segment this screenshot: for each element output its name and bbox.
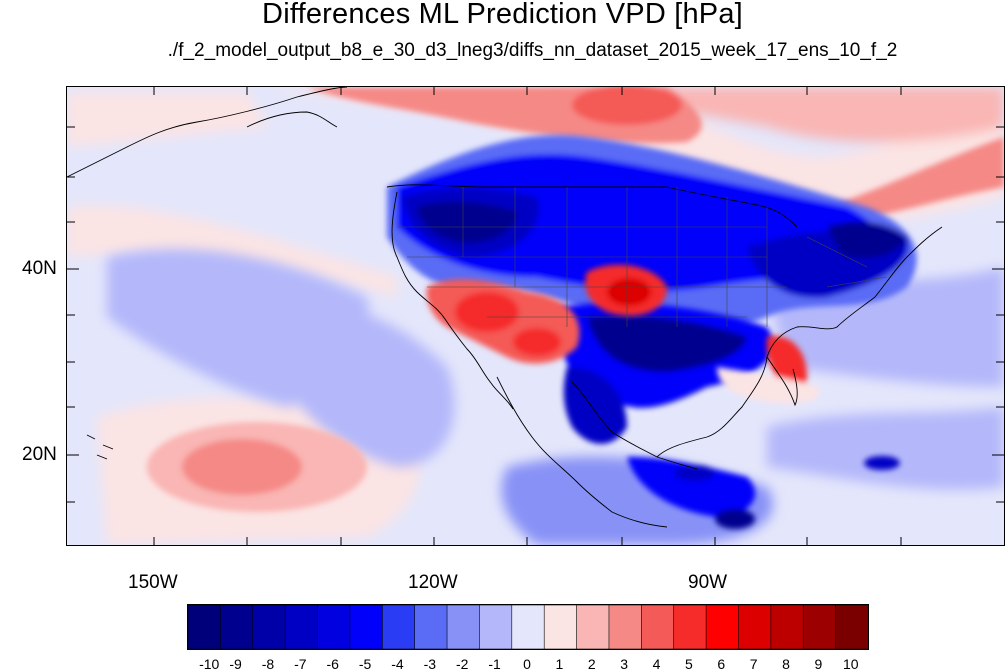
colorbar-label: 8: [782, 656, 790, 672]
colorbar-label: 6: [717, 656, 726, 672]
colorbar-label: -4: [391, 656, 404, 672]
colorbar-swatch: [511, 605, 545, 649]
canada-positive-band: [307, 87, 1004, 222]
colorbar-label: -1: [488, 656, 501, 672]
colorbar-swatch: [835, 605, 868, 649]
coastlines: [67, 87, 943, 528]
colorbar-swatch: [673, 605, 707, 649]
lon-label-150w: 150W: [128, 572, 178, 593]
colorbar: [187, 604, 869, 650]
colorbar-swatch: [738, 605, 772, 649]
southern-negative: [557, 303, 900, 529]
colorbar-swatch: [381, 605, 416, 649]
colorbar-label: 1: [555, 656, 564, 672]
colorbar-label: -7: [294, 656, 307, 672]
colorbar-swatch: [479, 605, 513, 649]
florida-positive: [717, 336, 820, 404]
colorbar-label: -9: [229, 656, 242, 672]
colorbar-swatch: [641, 605, 675, 649]
lat-label-20n: 20N: [22, 444, 57, 465]
vpd-difference-map: [67, 87, 1004, 545]
colorbar-label: -6: [326, 656, 339, 672]
colorbar-label: -10: [199, 656, 220, 672]
map-title: Differences ML Prediction VPD [hPa]: [262, 0, 743, 30]
map-panel: [66, 86, 1005, 546]
colorbar-label: -8: [261, 656, 275, 672]
colorbar-swatch: [705, 605, 740, 649]
colorbar-swatch: [802, 605, 837, 649]
colorbar-swatch: [770, 605, 805, 649]
colorbar-swatch: [284, 605, 319, 649]
colorbar-label: -5: [358, 656, 372, 672]
colorbar-swatch: [188, 605, 222, 649]
colorbar-label: 0: [523, 656, 531, 672]
map-subtitle: ./f_2_model_output_b8_e_30_d3_lneg3/diff…: [167, 40, 898, 61]
lat-label-40n: 40N: [22, 258, 57, 279]
colorbar-label: 2: [587, 656, 596, 672]
colorbar-label: 5: [684, 656, 693, 672]
colorbar-label: -2: [456, 656, 469, 672]
state-borders: [397, 187, 888, 327]
colorbar-label: 3: [620, 656, 629, 672]
pacific-positive-blob: [147, 422, 367, 512]
lon-label-90w: 90W: [688, 572, 728, 593]
colorbar-label: 7: [749, 656, 758, 672]
colorbar-swatch: [349, 605, 384, 649]
colorbar-label: -3: [423, 656, 437, 672]
colorbar-swatch: [608, 605, 643, 649]
colorbar-label: 4: [652, 656, 661, 672]
axis-ticks: [67, 87, 1004, 545]
lon-label-120w: 120W: [408, 572, 458, 593]
colorbar-swatch: [414, 605, 448, 649]
colorbar-label: 9: [814, 656, 823, 672]
colorbar-swatch: [446, 605, 481, 649]
colorbar-swatch: [576, 605, 610, 649]
colorbar-label: 10: [843, 656, 859, 672]
colorbar-swatch: [252, 605, 286, 649]
colorbar-swatch: [543, 605, 578, 649]
interior-ticks: [67, 268, 1004, 456]
colorbar-swatch: [220, 605, 254, 649]
colorbar-swatch: [317, 605, 351, 649]
southwest-positive: [426, 264, 667, 364]
